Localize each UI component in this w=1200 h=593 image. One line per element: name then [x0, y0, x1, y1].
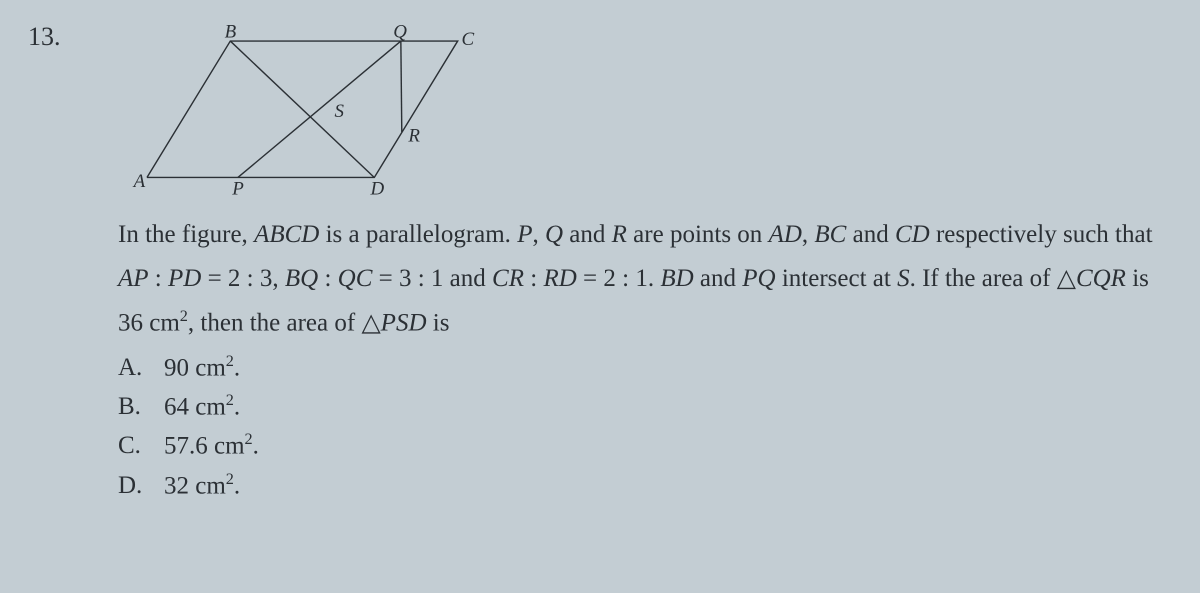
- text: 36 cm: [118, 309, 180, 336]
- text: and: [694, 265, 743, 292]
- text: CQR: [1076, 265, 1126, 292]
- text: is: [1126, 265, 1149, 292]
- text: are points on: [627, 221, 769, 248]
- svg-text:B: B: [225, 24, 237, 42]
- choice-text: 90 cm2.: [164, 349, 240, 388]
- choice-text: 57.6 cm2.: [164, 427, 259, 466]
- choice-letter: A.: [118, 349, 146, 388]
- page: 13. ABCDPQRS In the figure, ABCD is a pa…: [0, 0, 1200, 593]
- text: RD: [543, 265, 576, 292]
- text: and: [846, 221, 895, 248]
- geometry-diagram: A B C D P Q R S: [118, 24, 498, 204]
- text: . If the area of △: [910, 265, 1076, 292]
- choice-a: A. 90 cm2.: [118, 349, 1160, 388]
- text: , then the area of △: [188, 309, 381, 336]
- text: BQ: [285, 265, 318, 292]
- choice-letter: C.: [118, 427, 146, 466]
- text: R: [612, 221, 627, 248]
- question-text: In the figure, ABCD is a parallelogram. …: [118, 215, 1160, 343]
- svg-text:Q: Q: [393, 24, 407, 42]
- text: :: [524, 265, 543, 292]
- text: :: [149, 265, 168, 292]
- text: respectively such that: [930, 221, 1153, 248]
- text: PQ: [742, 265, 775, 292]
- text: ABCD: [254, 221, 319, 248]
- text: :: [318, 265, 337, 292]
- answer-choices: A. 90 cm2. B. 64 cm2. C. 57.6 cm2. D. 32…: [118, 349, 1160, 505]
- svg-text:C: C: [461, 29, 474, 50]
- text: In the figure,: [118, 221, 254, 248]
- exponent: 2: [180, 307, 188, 325]
- question-content: ABCDPQRS In the figure, ABCD is a parall…: [118, 24, 1160, 506]
- question-number: 13.: [28, 22, 61, 52]
- text: AD: [769, 221, 802, 248]
- text: ,: [802, 221, 815, 248]
- choice-letter: D.: [118, 467, 146, 506]
- text: S: [897, 265, 910, 292]
- text: PD: [168, 265, 201, 292]
- text: CR: [492, 265, 524, 292]
- text: ,: [532, 221, 545, 248]
- text: BD: [660, 265, 693, 292]
- text: PSD: [381, 309, 427, 336]
- svg-text:P: P: [231, 179, 244, 200]
- choice-text: 64 cm2.: [164, 388, 240, 427]
- text: is: [427, 309, 450, 336]
- choice-d: D. 32 cm2.: [118, 467, 1160, 506]
- text: = 2 : 1.: [577, 265, 661, 292]
- choice-c: C. 57.6 cm2.: [118, 427, 1160, 466]
- svg-text:S: S: [335, 101, 345, 122]
- text: CD: [895, 221, 930, 248]
- text: = 3 : 1 and: [372, 265, 492, 292]
- text: = 2 : 3,: [201, 265, 285, 292]
- text: is a parallelogram.: [319, 221, 517, 248]
- choice-b: B. 64 cm2.: [118, 388, 1160, 427]
- text: AP: [118, 265, 149, 292]
- text: BC: [814, 221, 846, 248]
- text: and: [563, 221, 612, 248]
- text: intersect at: [776, 265, 897, 292]
- choice-text: 32 cm2.: [164, 467, 240, 506]
- text: Q: [545, 221, 563, 248]
- svg-text:R: R: [407, 125, 420, 146]
- svg-text:D: D: [370, 179, 385, 200]
- text: P: [517, 221, 532, 248]
- text: QC: [338, 265, 373, 292]
- choice-letter: B.: [118, 388, 146, 427]
- svg-text:A: A: [132, 171, 146, 192]
